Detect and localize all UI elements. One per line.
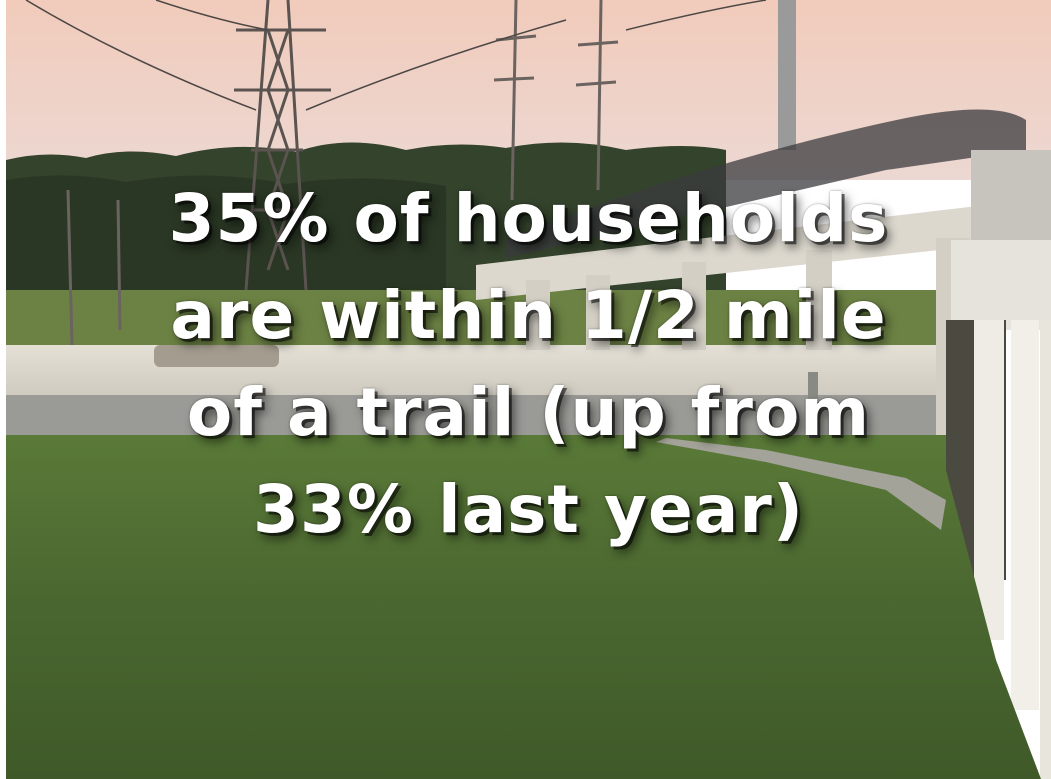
bridge-canopy xyxy=(506,109,1026,258)
headline-caption: 35% of households are within 1/2 mile of… xyxy=(6,170,1051,558)
photo-frame: 35% of households are within 1/2 mile of… xyxy=(6,0,1051,779)
road xyxy=(6,395,946,435)
utility-poles xyxy=(66,0,619,346)
sign-post xyxy=(808,372,818,438)
power-lines xyxy=(25,0,767,111)
power-tower xyxy=(234,0,331,291)
grass-lawn xyxy=(6,435,1041,779)
trail-path xyxy=(656,438,946,530)
bridge-columns xyxy=(974,320,1004,640)
trail-bridge-photo xyxy=(6,0,1051,779)
bridge-ramp-wall xyxy=(971,150,1051,250)
caption-line: 33% last year) xyxy=(253,471,804,548)
car xyxy=(154,345,279,367)
caption-line: 35% of households xyxy=(168,180,889,257)
caption-line: are within 1/2 mile xyxy=(170,277,887,354)
caption-line: of a trail (up from xyxy=(186,374,871,451)
light-pole xyxy=(778,0,796,150)
